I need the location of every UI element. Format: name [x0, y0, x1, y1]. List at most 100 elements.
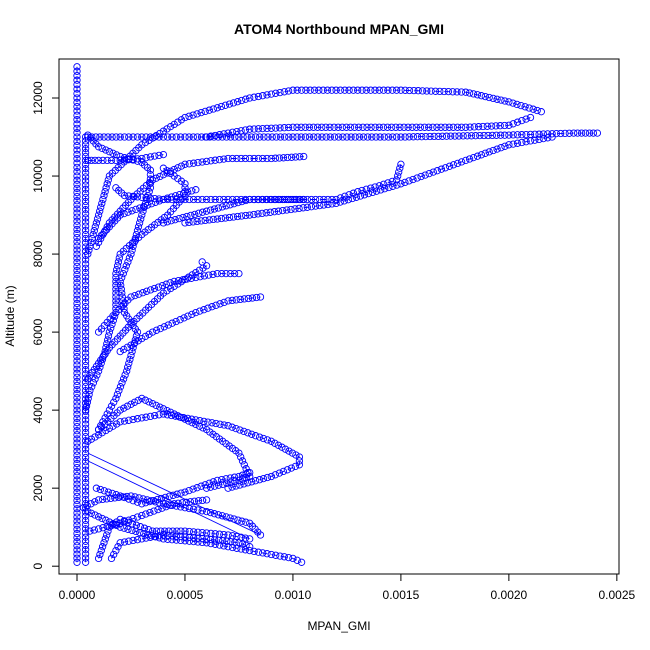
- data-point: [230, 269, 239, 278]
- data-point: [513, 131, 522, 139]
- data-point: [81, 214, 90, 222]
- data-point: [73, 76, 81, 84]
- data-point: [164, 531, 172, 540]
- data-point: [302, 86, 310, 94]
- data-point: [276, 552, 284, 560]
- data-point: [496, 131, 505, 139]
- data-point: [135, 219, 144, 227]
- data-point: [481, 92, 489, 101]
- data-point: [379, 180, 388, 188]
- data-point: [112, 133, 120, 141]
- data-point: [198, 534, 206, 543]
- data-point: [237, 212, 246, 220]
- data-point: [102, 184, 110, 192]
- data-point: [189, 534, 198, 542]
- data-point: [198, 496, 207, 505]
- data-point: [216, 420, 224, 428]
- data-point: [297, 123, 305, 131]
- data-point: [116, 406, 124, 414]
- data-point: [175, 190, 184, 199]
- data-point: [226, 269, 234, 278]
- data-point: [326, 133, 334, 141]
- data-point: [188, 271, 196, 279]
- data-point: [84, 507, 92, 516]
- data-point: [116, 133, 124, 141]
- data-point: [474, 123, 483, 131]
- data-point: [364, 133, 372, 141]
- data-point: [125, 516, 133, 524]
- data-point: [371, 123, 379, 131]
- data-point: [85, 246, 93, 254]
- data-point: [73, 67, 81, 75]
- data-point: [81, 169, 90, 177]
- data-point: [73, 431, 81, 439]
- data-point: [442, 132, 451, 140]
- data-point: [94, 525, 103, 533]
- data-point: [73, 373, 81, 381]
- data-point: [347, 133, 355, 141]
- data-point: [147, 497, 155, 505]
- data-point: [194, 497, 203, 505]
- data-point: [81, 554, 90, 562]
- data-point: [348, 194, 356, 203]
- data-point: [176, 532, 185, 541]
- data-point: [81, 173, 90, 181]
- data-point: [210, 205, 219, 213]
- data-point: [89, 379, 98, 387]
- data-point: [392, 176, 401, 184]
- data-point: [116, 250, 124, 258]
- data-point: [81, 336, 90, 345]
- data-point: [392, 123, 400, 131]
- data-point: [185, 527, 193, 536]
- data-point: [291, 153, 300, 161]
- data-point: [156, 403, 164, 411]
- data-point: [222, 202, 230, 210]
- data-point: [278, 206, 287, 215]
- data-point: [103, 156, 111, 165]
- data-point: [100, 539, 108, 547]
- data-point: [189, 195, 198, 204]
- data-point: [280, 88, 288, 96]
- data-point: [129, 536, 137, 545]
- data-point: [170, 410, 178, 418]
- data-point: [445, 162, 454, 170]
- data-point: [118, 273, 126, 282]
- data-point: [270, 208, 279, 216]
- data-point: [112, 420, 121, 428]
- data-point: [433, 167, 441, 175]
- data-point: [73, 406, 81, 414]
- data-point: [202, 262, 211, 270]
- data-point: [123, 343, 132, 351]
- data-point: [279, 467, 288, 476]
- data-point: [166, 284, 175, 293]
- data-point: [81, 315, 90, 323]
- data-point: [492, 122, 500, 130]
- data-point: [170, 282, 178, 290]
- data-point: [81, 416, 90, 424]
- data-point: [493, 95, 501, 103]
- data-point: [73, 472, 81, 480]
- data-point: [207, 132, 215, 140]
- data-point: [135, 494, 143, 502]
- data-point: [320, 195, 328, 204]
- data-point: [172, 317, 180, 326]
- data-point: [140, 524, 149, 532]
- data-point: [322, 123, 330, 131]
- series-line: [87, 261, 208, 380]
- data-point: [90, 526, 98, 534]
- data-point: [492, 131, 501, 139]
- data-point: [205, 271, 213, 279]
- data-point: [73, 133, 81, 141]
- data-point: [98, 514, 106, 523]
- data-point: [81, 546, 90, 554]
- data-point: [114, 543, 122, 551]
- data-point: [453, 123, 462, 131]
- data-point: [120, 538, 129, 546]
- data-point: [198, 158, 206, 166]
- data-point: [180, 314, 188, 322]
- data-point: [73, 72, 81, 80]
- data-point: [73, 418, 81, 427]
- data-point: [589, 129, 598, 137]
- series-line: [206, 117, 531, 138]
- data-point: [120, 305, 128, 313]
